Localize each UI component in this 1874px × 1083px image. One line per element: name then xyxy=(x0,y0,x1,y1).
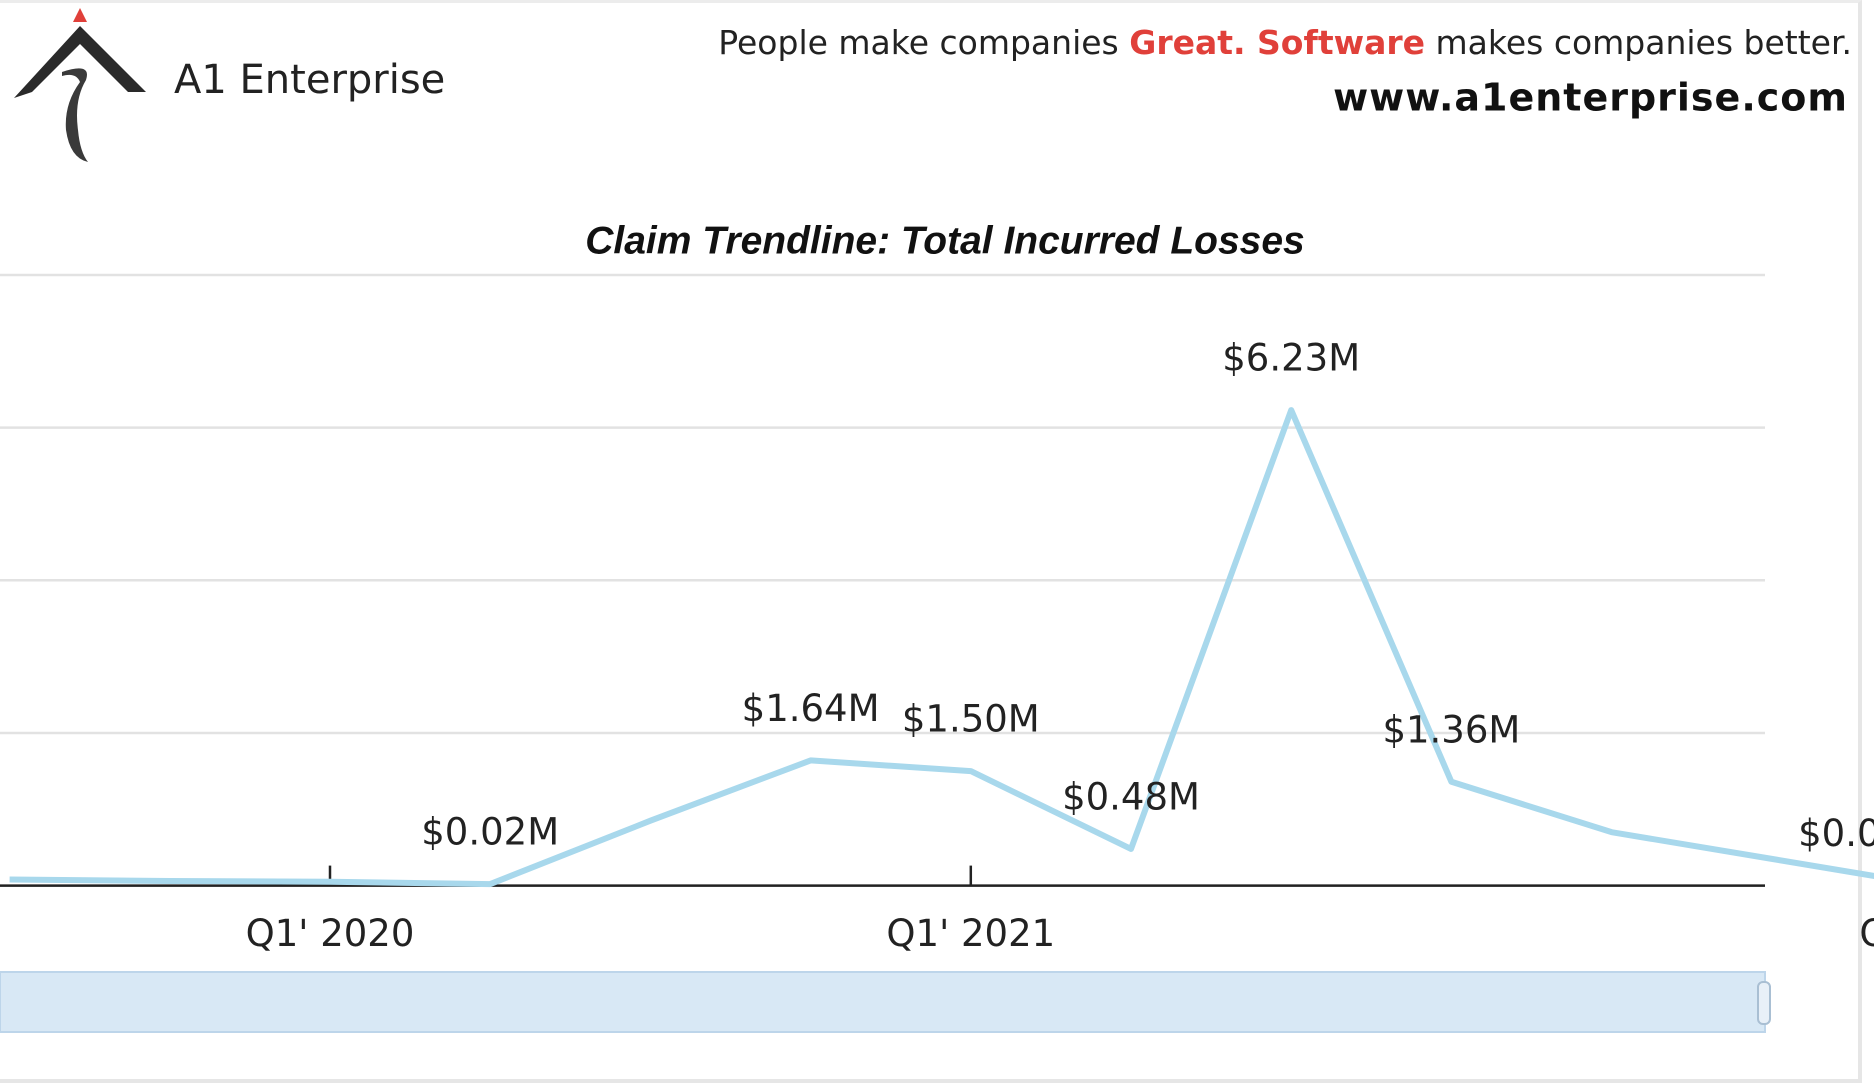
data-line xyxy=(9,407,1874,888)
tagline-text: People make companies xyxy=(718,23,1118,62)
data-label: $1.50M xyxy=(902,698,1040,741)
data-label: $0.02M xyxy=(421,811,559,854)
logo-peak xyxy=(73,8,87,22)
tagline-text: makes companies better. xyxy=(1436,23,1852,62)
tagline-highlight: Great. Software xyxy=(1129,23,1425,62)
data-label: $6.23M xyxy=(1222,337,1360,380)
data-label: $0.48M xyxy=(1062,775,1200,818)
data-label: $0.00M xyxy=(1798,812,1874,855)
x-tick-label: Q2' 202 xyxy=(1859,912,1874,955)
range-slider-handle[interactable] xyxy=(1757,981,1771,1025)
website-url: www.a1enterprise.com xyxy=(1333,76,1848,120)
x-tick-label: Q1' 2020 xyxy=(246,912,415,955)
tagline: People make companies Great. Software ma… xyxy=(718,23,1852,62)
range-slider[interactable] xyxy=(0,971,1766,1033)
logo-text: A1 Enterprise xyxy=(174,57,445,103)
chart-title: Claim Trendline: Total Incurred Losses xyxy=(585,219,1305,262)
logo xyxy=(14,8,146,162)
logo-roof xyxy=(14,26,146,98)
logo-mark xyxy=(62,68,88,162)
data-label: $1.36M xyxy=(1382,708,1520,751)
data-label: $1.64M xyxy=(742,687,880,730)
x-tick-label: Q1' 2021 xyxy=(886,912,1055,955)
